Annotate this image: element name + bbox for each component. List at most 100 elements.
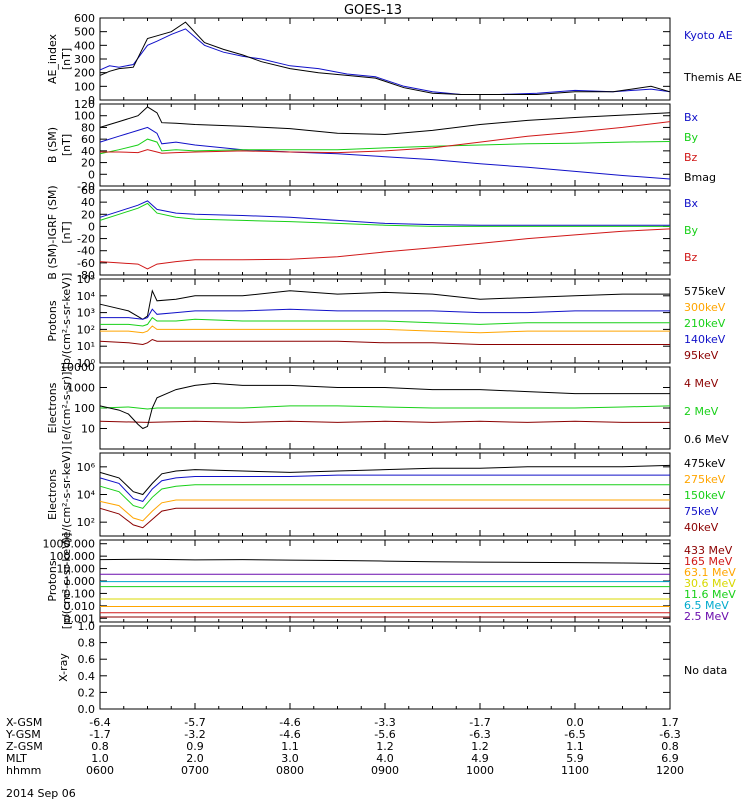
footer-label-hhmm: hhmm [6,764,41,777]
y-axis-unit: [e/(cm²-s-sr-keV)] [60,446,73,542]
legend-entry: Bz [684,251,698,264]
y-tick-label: 0.4 [78,670,96,683]
footer-value: -3.2 [184,728,205,741]
y-tick-label: 0.8 [78,637,96,650]
legend-entry: By [684,224,699,237]
footer-value: -6.3 [469,728,490,741]
y-tick-label: 0.6 [78,653,96,666]
y-tick-label: 1000 [67,382,95,395]
series-0-6-mev [99,382,670,430]
panel-frame [99,189,671,276]
legend-entry: Themis AE [683,71,742,84]
plot-title: GOES-13 [344,3,402,18]
y-tick-label: 120 [74,98,95,111]
series-2-mev [99,405,671,410]
legend-entry: By [684,131,699,144]
y-tick-label: 10 [81,423,95,436]
y-tick-label: 500 [74,26,95,39]
y-tick-label: 10⁵ [77,273,95,286]
legend-entry: 433 MeV [684,544,733,557]
legend-entry: 275keV [684,473,726,486]
series-275kev [99,499,670,522]
y-tick-label: -40 [77,245,95,258]
y-tick-label: 100 [74,80,95,93]
y-axis-label: B (SM) [46,127,59,163]
legend-entry: 165 MeV [684,555,733,568]
panel-frame [99,103,671,187]
y-axis-unit: [nT] [60,221,73,243]
series-bx [99,126,671,180]
y-axis-label: B (SM)-IGRF (SM) [46,185,59,279]
y-axis-unit: [nT] [60,48,73,70]
legend-entry: 210keV [684,317,726,330]
y-tick-label: 600 [74,12,95,25]
y-tick-label: -20 [77,233,95,246]
y-tick-label: 40 [81,145,95,158]
y-axis-label: Electrons [46,382,59,433]
y-tick-label: -60 [77,257,95,270]
y-axis-unit: [p/(cm²-s-sr-keV)] [60,273,73,370]
footer-value: 2.0 [186,752,204,765]
footer-value: 0.0 [566,716,584,729]
footer-value: 0.8 [91,740,109,753]
no-data-label: No data [684,664,727,677]
y-tick-label: -80 [77,269,95,282]
y-tick-label: 100.000 [50,550,96,563]
y-tick-label: 10² [77,323,95,336]
y-tick-label: 0.2 [78,686,96,699]
y-tick-label: 200 [74,67,95,80]
legend-entry: Kyoto AE [684,29,733,42]
y-tick-label: 400 [74,39,95,52]
series-300kev [100,325,670,334]
y-tick-label: 20 [81,157,95,170]
series-unlabeled [99,558,671,565]
legend-entry: 2.5 MeV [684,610,729,623]
legend-entry: 140keV [684,333,726,346]
footer-value: 1.2 [376,740,394,753]
footer-value: 1200 [656,764,684,777]
footer-value: 0900 [371,764,399,777]
y-tick-label: 0.100 [64,587,96,600]
y-axis-unit: [nT] [60,134,73,156]
legend-entry: 2 MeV [684,405,719,418]
panel-electrons_kev: 10² 10⁴ 10⁶ Electrons [e/(cm²-s-sr-keV)] 475k… [46,446,726,542]
y-tick-label: 20 [81,208,95,221]
panel-protons_kev: 10⁰ 10¹ 10² 10³ 10⁴ 10⁵ Protons [p/(cm²-s-sr-ke… [46,273,726,370]
footer-value: 0.9 [186,740,204,753]
series-150kev [99,484,670,509]
footer-value: 5.9 [566,752,584,765]
y-tick-label: 10² [77,516,95,529]
legend-entry: 6.5 MeV [684,599,729,612]
footer-label-z-gsm: Z-GSM [6,740,43,753]
footer-value: 1.1 [281,740,299,753]
series-by [99,202,670,227]
y-axis-label: AE_index [46,33,59,84]
y-tick-label: 10³ [77,307,95,320]
series-575kev [99,289,670,320]
footer-value: 0.8 [661,740,679,753]
y-tick-label: 100 [74,402,95,415]
series-40kev [99,507,670,529]
series-by [99,138,671,155]
panel-frame [99,452,671,537]
y-tick-label: 80 [81,121,95,134]
orbit-footer: X-GSM -6.4 -5.7 -4.6 -3.3 -1.7 0.0 1.7 Y-GSM -1.7… [5,716,684,777]
series-4-mev [99,420,670,423]
footer-value: -6.4 [89,716,110,729]
y-tick-label: 10⁴ [77,290,96,303]
series-95kev [99,338,670,346]
series-475kev [99,464,671,496]
y-tick-label: 10⁴ [77,489,96,502]
footer-value: 1100 [561,764,589,777]
footer-value: 1.0 [91,752,109,765]
panel-frame [99,539,671,623]
footer-value: 0800 [276,764,304,777]
y-tick-label: 300 [74,53,95,66]
legend-entry: 475keV [684,457,726,470]
footer-value: -6.3 [659,728,680,741]
series-bx [99,200,670,226]
y-axis-label: Protons [46,560,59,601]
